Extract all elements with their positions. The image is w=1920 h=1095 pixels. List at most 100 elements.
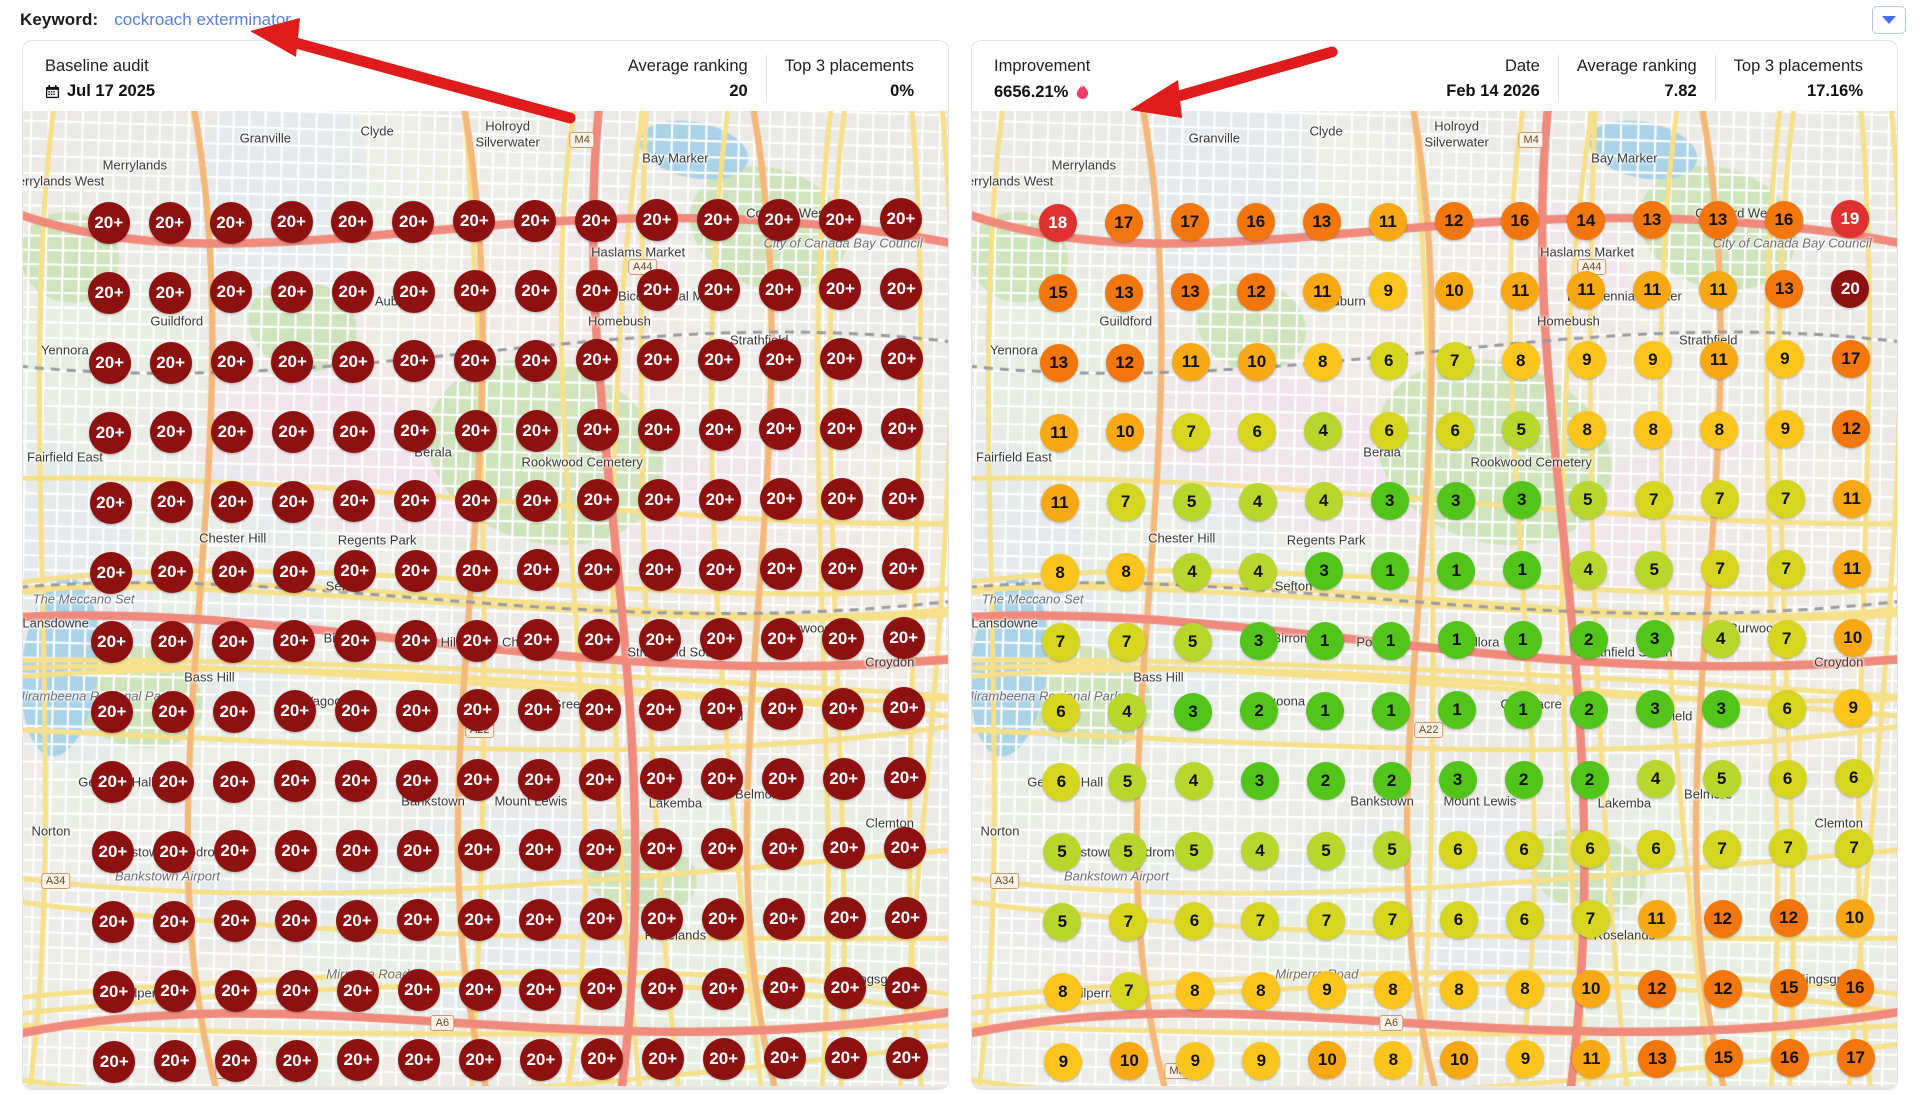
map-ranking-pin[interactable]: 7: [1435, 341, 1474, 380]
map-ranking-pin[interactable]: 12: [1769, 899, 1808, 938]
map-ranking-pin[interactable]: 7: [1106, 483, 1145, 522]
map-ranking-pin[interactable]: 6: [1439, 831, 1478, 870]
map-ranking-pin[interactable]: 20+: [271, 271, 314, 314]
map-ranking-pin[interactable]: 16: [1500, 201, 1539, 240]
map-ranking-pin[interactable]: 20+: [454, 409, 497, 452]
map-ranking-pin[interactable]: 10: [1435, 272, 1474, 311]
map-ranking-pin[interactable]: 20+: [152, 830, 195, 873]
map-ranking-pin[interactable]: 20+: [637, 339, 680, 382]
map-ranking-pin[interactable]: 20+: [455, 549, 498, 592]
map-ranking-pin[interactable]: 19: [1830, 200, 1869, 239]
map-ranking-pin[interactable]: 20+: [824, 967, 867, 1010]
map-ranking-pin[interactable]: 20+: [758, 338, 801, 381]
map-ranking-pin[interactable]: 20+: [759, 408, 802, 451]
map-ranking-pin[interactable]: 20+: [578, 618, 621, 661]
map-ranking-pin[interactable]: 20+: [88, 272, 131, 314]
map-ranking-pin[interactable]: 6: [1042, 693, 1080, 732]
map-ranking-pin[interactable]: 1: [1437, 551, 1476, 590]
map-ranking-pin[interactable]: 20+: [883, 757, 926, 800]
map-ranking-pin[interactable]: 11: [1832, 479, 1871, 518]
map-ranking-pin[interactable]: 20+: [458, 968, 501, 1011]
map-ranking-pin[interactable]: 20+: [335, 759, 378, 802]
map-ranking-pin[interactable]: 20+: [458, 899, 501, 942]
map-ranking-pin[interactable]: 12: [1105, 343, 1144, 382]
map-ranking-pin[interactable]: 5: [1108, 832, 1147, 871]
map-ranking-pin[interactable]: 3: [1370, 482, 1409, 520]
map-ranking-pin[interactable]: 7: [1767, 619, 1806, 658]
map-ranking-pin[interactable]: 20+: [150, 481, 193, 524]
map-ranking-pin[interactable]: 20+: [92, 970, 135, 1013]
map-ranking-pin[interactable]: 20+: [273, 620, 316, 663]
map-ranking-pin[interactable]: 8: [1303, 342, 1342, 381]
map-ranking-pin[interactable]: 20+: [392, 200, 435, 243]
map-ranking-pin[interactable]: 16: [1836, 968, 1875, 1007]
map-ranking-pin[interactable]: 4: [1304, 482, 1343, 521]
map-ranking-pin[interactable]: 20+: [395, 619, 438, 662]
map-ranking-pin[interactable]: 20+: [760, 548, 803, 591]
map-ranking-pin[interactable]: 20+: [699, 618, 742, 661]
map-ranking-pin[interactable]: 13: [1698, 200, 1737, 239]
map-ranking-pin[interactable]: 9: [1506, 1040, 1545, 1079]
map-ranking-pin[interactable]: 3: [1702, 690, 1741, 728]
map-ranking-pin[interactable]: 11: [1567, 271, 1606, 310]
map-ranking-pin[interactable]: 10: [1572, 970, 1610, 1009]
map-ranking-pin[interactable]: 7: [1109, 972, 1148, 1011]
map-ranking-pin[interactable]: 3: [1635, 620, 1674, 659]
map-ranking-pin[interactable]: 20+: [702, 1037, 745, 1080]
map-ranking-pin[interactable]: 20+: [881, 407, 924, 450]
map-ranking-pin[interactable]: 20+: [641, 968, 684, 1011]
map-ranking-pin[interactable]: 3: [1636, 690, 1675, 729]
map-ranking-pin[interactable]: 20+: [336, 969, 379, 1012]
map-ranking-pin[interactable]: 15: [1039, 274, 1078, 312]
map-ranking-pin[interactable]: 9: [1567, 341, 1606, 380]
map-ranking-pin[interactable]: 20+: [271, 340, 314, 383]
map-ranking-pin[interactable]: 7: [1041, 623, 1080, 662]
map-ranking-pin[interactable]: 17: [1170, 203, 1209, 242]
map-ranking-pin[interactable]: 20+: [455, 479, 498, 522]
map-ranking-pin[interactable]: 20+: [516, 479, 559, 522]
map-ranking-pin[interactable]: 20+: [880, 337, 923, 380]
map-ranking-pin[interactable]: 20+: [275, 899, 318, 942]
map-ranking-pin[interactable]: 20+: [456, 689, 499, 732]
map-ranking-pin[interactable]: 16: [1770, 1039, 1809, 1078]
map-ranking-pin[interactable]: 4: [1240, 832, 1279, 871]
map-ranking-pin[interactable]: 20+: [821, 547, 864, 590]
map-ranking-pin[interactable]: 20+: [149, 341, 192, 384]
map-ranking-pin[interactable]: 5: [1043, 902, 1082, 941]
map-ranking-pin[interactable]: 20+: [519, 1038, 562, 1081]
map-ranking-pin[interactable]: 20+: [150, 411, 193, 454]
map-ranking-pin[interactable]: 20+: [270, 201, 313, 244]
map-ranking-pin[interactable]: 20+: [516, 549, 559, 592]
map-ranking-pin[interactable]: 20+: [579, 898, 622, 941]
map-ranking-pin[interactable]: 11: [1040, 413, 1079, 452]
map-ranking-pin[interactable]: 7: [1307, 901, 1346, 940]
map-ranking-pin[interactable]: 20+: [214, 970, 257, 1013]
map-ranking-pin[interactable]: 17: [1836, 1038, 1875, 1077]
map-ranking-pin[interactable]: 9: [1834, 689, 1873, 728]
improvement-map[interactable]: Holroyd Merrylands Granville Clyde Silverwat…: [972, 111, 1897, 1089]
map-ranking-pin[interactable]: 17: [1831, 339, 1870, 378]
map-ranking-pin[interactable]: 20+: [332, 340, 375, 383]
map-ranking-pin[interactable]: 8: [1700, 410, 1739, 449]
map-ranking-pin[interactable]: 20+: [148, 201, 191, 244]
map-ranking-pin[interactable]: 20+: [519, 968, 562, 1011]
map-ranking-pin[interactable]: 20+: [641, 1037, 684, 1080]
map-ranking-pin[interactable]: 20+: [517, 689, 560, 732]
map-ranking-pin[interactable]: 20+: [272, 550, 315, 593]
map-ranking-pin[interactable]: 6: [1042, 763, 1081, 802]
map-ranking-pin[interactable]: 20+: [576, 409, 619, 452]
map-ranking-pin[interactable]: 20+: [152, 760, 195, 803]
map-ranking-pin[interactable]: 20+: [335, 829, 378, 872]
map-ranking-pin[interactable]: 20+: [698, 478, 741, 521]
map-ranking-pin[interactable]: 20+: [819, 268, 862, 311]
map-ranking-pin[interactable]: 20+: [457, 759, 500, 802]
map-ranking-pin[interactable]: 20+: [701, 828, 744, 870]
map-ranking-pin[interactable]: 7: [1571, 900, 1610, 939]
map-ranking-pin[interactable]: 11: [1303, 272, 1342, 311]
map-ranking-pin[interactable]: 20+: [394, 480, 437, 523]
map-ranking-pin[interactable]: 5: [1173, 622, 1212, 661]
map-ranking-pin[interactable]: 13: [1302, 202, 1341, 241]
map-ranking-pin[interactable]: 20+: [819, 198, 861, 241]
map-ranking-pin[interactable]: 20+: [579, 828, 622, 871]
map-ranking-pin[interactable]: 11: [1368, 202, 1407, 241]
